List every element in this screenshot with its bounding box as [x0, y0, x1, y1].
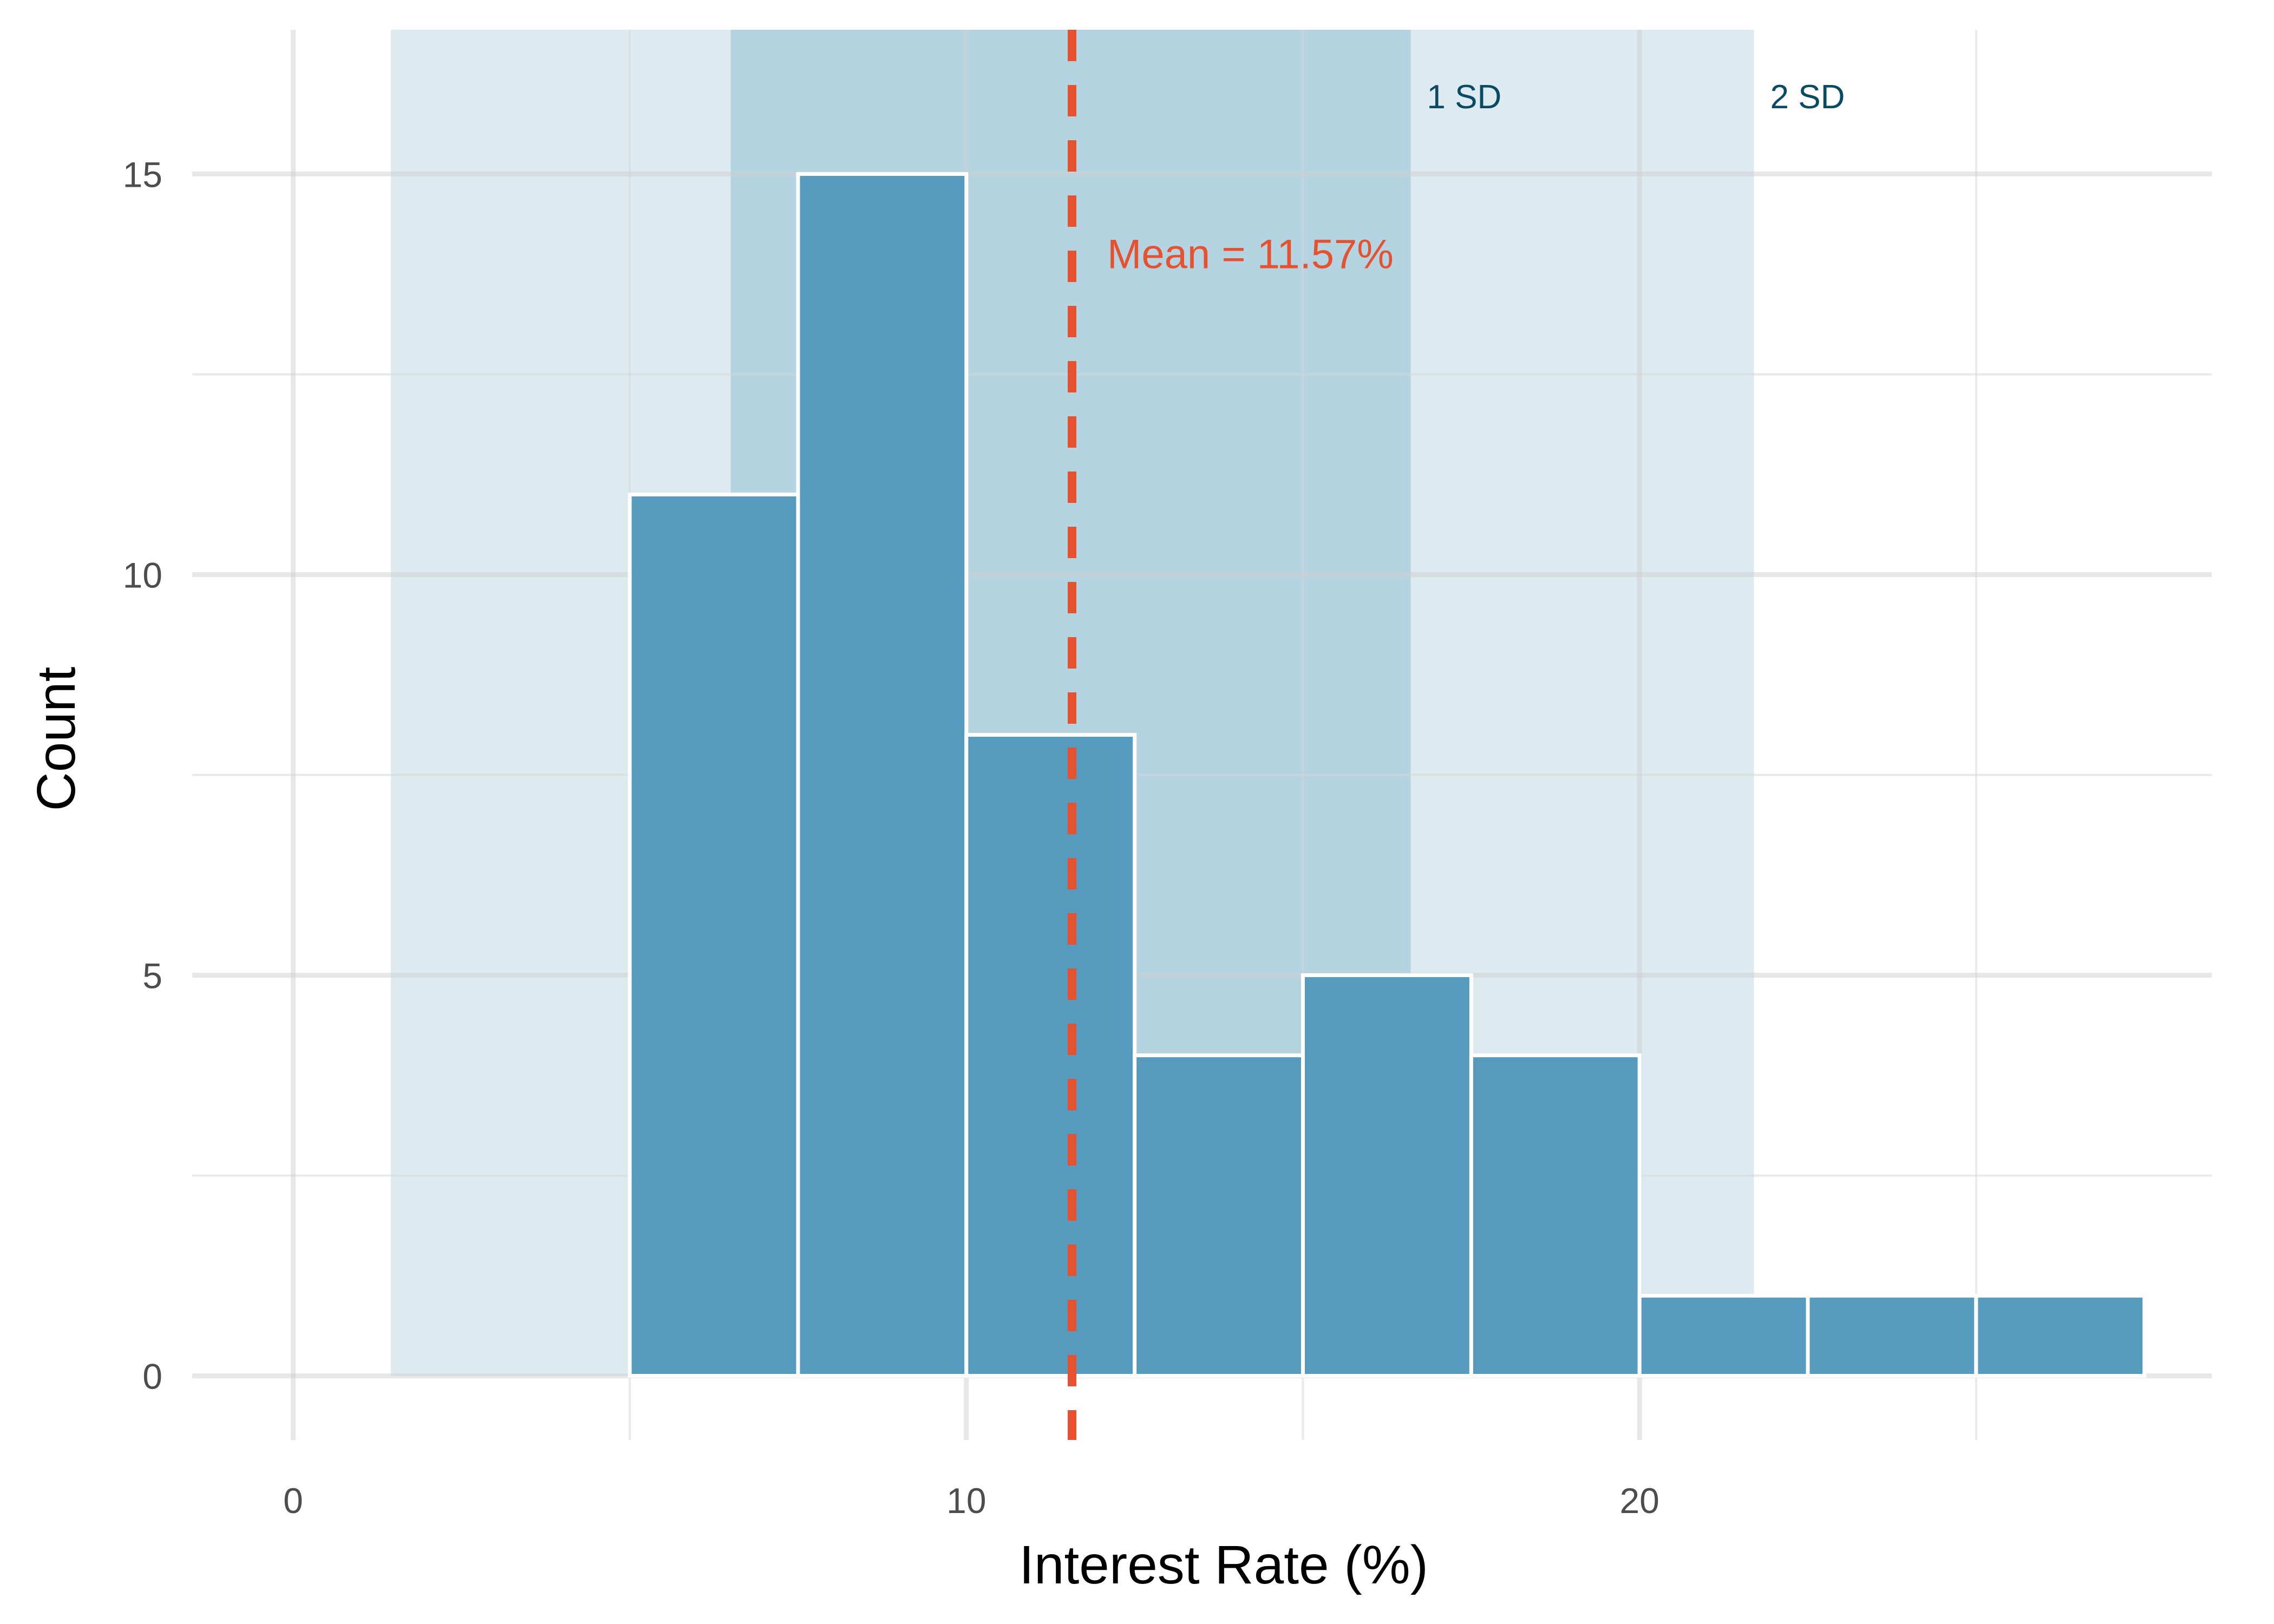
histogram-bar: [1469, 1053, 1642, 1378]
histogram-bar: [796, 172, 969, 1378]
x-tick-label: 0: [283, 1481, 303, 1521]
y-tick-label: 5: [142, 956, 162, 996]
histogram-bar: [1974, 1294, 2147, 1378]
histogram-bar: [628, 492, 800, 1378]
x-axis-ticks: 0 10 20: [283, 1481, 1659, 1521]
sd-band-label-1sd: 1 SD: [1427, 78, 1501, 116]
y-axis-title: Count: [26, 666, 87, 811]
x-axis-title: Interest Rate (%): [1019, 1535, 1428, 1595]
sd-band-label-2sd: 2 SD: [1770, 78, 1845, 116]
histogram-bar: [1637, 1294, 1810, 1378]
y-tick-label: 10: [123, 555, 162, 595]
x-tick-label: 20: [1619, 1481, 1659, 1521]
histogram-bar: [1301, 973, 1473, 1378]
y-tick-label: 15: [123, 154, 162, 194]
y-tick-label: 0: [142, 1357, 162, 1397]
mean-label: Mean = 11.57%: [1107, 231, 1394, 277]
x-tick-label: 10: [946, 1481, 986, 1521]
histogram-bar: [1133, 1053, 1305, 1378]
histogram-bar: [1806, 1294, 1978, 1378]
y-axis-ticks: 0 5 10 15: [123, 154, 162, 1396]
histogram-bars: [628, 172, 2147, 1378]
mean-marker: Mean = 11.57%: [1068, 30, 1394, 1440]
sd-band-labels: 2 SD 1 SD: [1427, 78, 1845, 116]
histogram-bar: [964, 733, 1137, 1378]
